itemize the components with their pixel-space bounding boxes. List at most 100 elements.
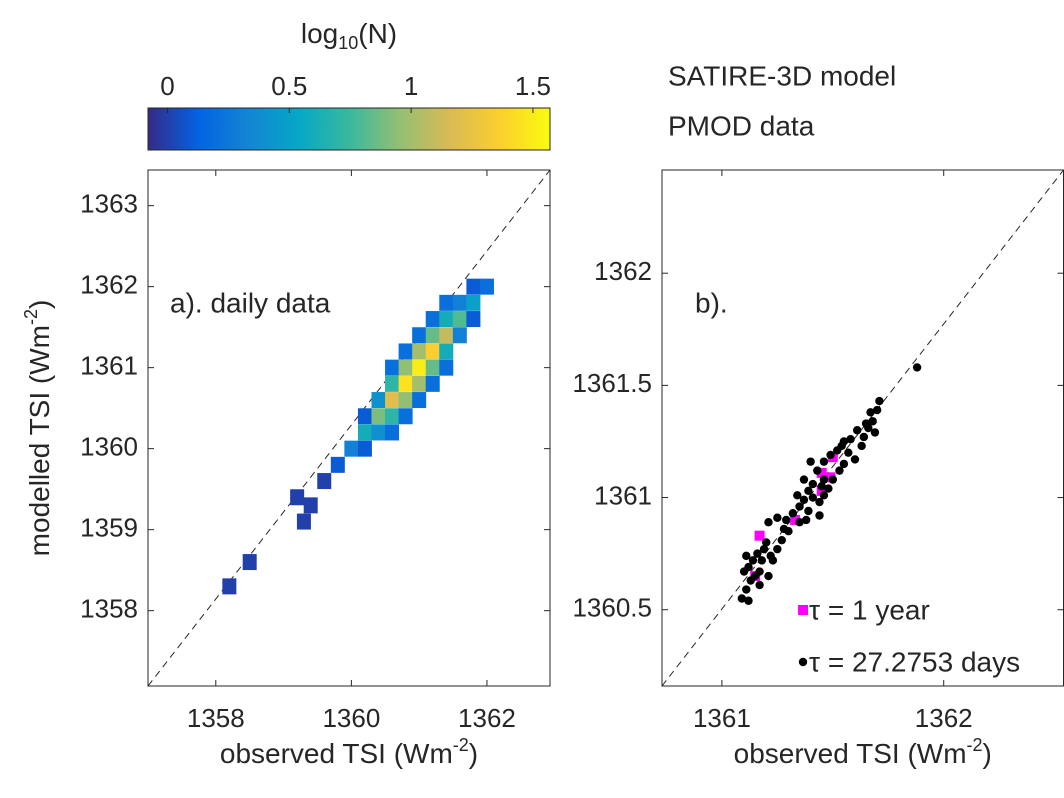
point-circle [853, 426, 862, 435]
y-tick-label: 1358 [80, 594, 138, 624]
point-circle [859, 432, 869, 442]
colorbar [147, 107, 551, 151]
hist-cell [398, 408, 413, 425]
header-line: PMOD data [668, 110, 815, 141]
y-tick-label: 1361.5 [572, 368, 652, 398]
hist-cell [398, 343, 413, 360]
hist-cell [303, 497, 318, 514]
point-circle [779, 524, 789, 534]
header-line: SATIRE-3D model [668, 60, 896, 91]
point-circle [815, 511, 824, 520]
point-circle [782, 515, 791, 525]
point-circle [801, 515, 811, 525]
point-circle [819, 457, 829, 466]
point-circle [799, 475, 809, 484]
axis-label: observed TSI (Wm-2) [220, 735, 478, 770]
point-square [754, 530, 765, 541]
label-part: modelled TSI (Wm [24, 325, 55, 556]
hist-cell [425, 311, 440, 328]
label-part: -2 [21, 309, 41, 325]
point-circle [806, 457, 815, 466]
hist-cell [385, 424, 400, 441]
point-circle [764, 571, 773, 581]
point-circle [737, 594, 747, 603]
point-circle [742, 585, 751, 594]
point-circle [839, 459, 849, 469]
point-circle [819, 491, 829, 500]
hist-cell [412, 359, 427, 376]
point-circle [870, 428, 880, 437]
point-square [816, 485, 827, 496]
point-circle [815, 497, 824, 507]
hist-cell [296, 513, 311, 530]
point-circle [755, 580, 764, 590]
point-circle [742, 551, 751, 561]
x-tick-label: 1362 [915, 703, 973, 733]
y-tick-label: 1361 [80, 351, 138, 381]
y-tick-label: 1360 [80, 432, 138, 462]
label-part: observed TSI (Wm [220, 738, 453, 769]
point-circle [759, 544, 769, 554]
point-circle [835, 466, 844, 475]
hist-cell [385, 408, 400, 425]
point-circle [857, 441, 866, 451]
colorbar-tick-label: 0 [160, 71, 174, 101]
hist-cell [222, 578, 237, 595]
point-circle [850, 455, 860, 464]
point-circle [817, 482, 826, 491]
x-tick-label: 1362 [458, 703, 516, 733]
point-circle [804, 506, 813, 516]
hist-cell [385, 375, 400, 392]
label-part: (N) [358, 18, 397, 49]
hist-cell [466, 294, 481, 311]
point-circle [799, 495, 809, 504]
point-circle [768, 556, 778, 565]
point-circle [777, 535, 786, 545]
hist-cell [385, 359, 400, 376]
hist-cell [398, 392, 413, 409]
label-part: -2 [453, 735, 469, 755]
hist-cell [385, 392, 400, 409]
hist-cell [412, 327, 427, 344]
point-circle [828, 475, 838, 484]
hist-cell [439, 327, 454, 344]
point-circle [757, 556, 767, 565]
hist-cell [479, 278, 494, 295]
hist-cell [412, 343, 427, 360]
y-tick-label: 1362 [594, 256, 652, 286]
point-circle [753, 549, 762, 558]
y-tick-label: 1361 [594, 480, 652, 510]
hist-cell [357, 440, 372, 457]
point-square [816, 467, 827, 478]
hist-cell [425, 343, 440, 360]
reference-line [147, 169, 551, 687]
point-circle [839, 437, 849, 446]
label-part: ) [983, 738, 992, 769]
y-tick-label: 1363 [80, 189, 138, 219]
x-tick-label: 1360 [322, 703, 380, 733]
hist-cell [317, 473, 332, 490]
point-circle [793, 491, 802, 500]
point-circle [804, 486, 813, 496]
hist-cell [344, 440, 359, 457]
point-circle [875, 396, 884, 406]
point-circle [824, 484, 833, 493]
point-circle [846, 435, 855, 444]
hist-cell [357, 408, 372, 425]
point-circle [773, 544, 782, 554]
point-circle [808, 493, 818, 502]
point-circle [755, 567, 764, 576]
y-tick-label: 1359 [80, 513, 138, 543]
label-part: ) [469, 738, 478, 769]
label-part: 10 [338, 33, 358, 53]
point-circle [872, 405, 882, 415]
point-square [790, 514, 801, 525]
point-circle [744, 562, 753, 572]
point-circle [861, 419, 871, 428]
point-circle [868, 417, 877, 426]
label-part: log [301, 18, 338, 49]
point-circle [808, 479, 818, 489]
colorbar-tick-label: 0.5 [271, 71, 307, 101]
point-circle [744, 596, 753, 605]
